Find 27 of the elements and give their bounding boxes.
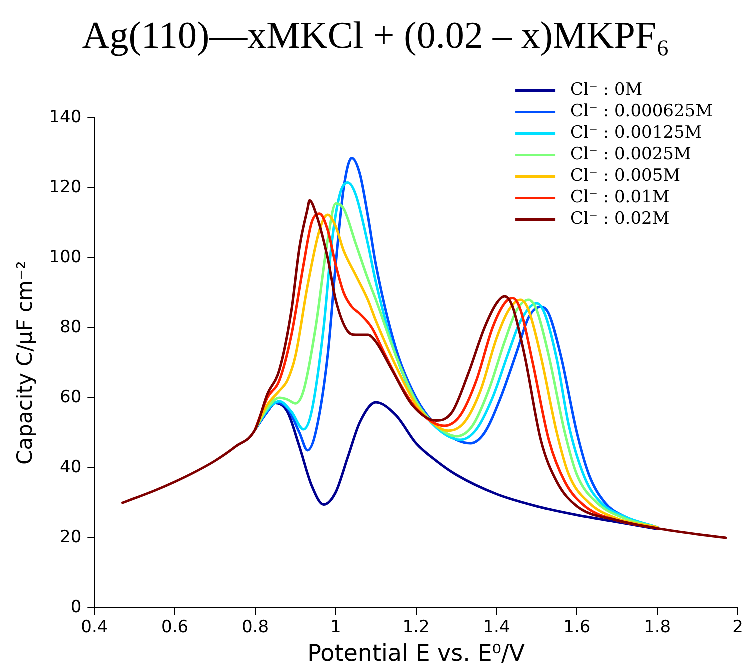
legend-label: Cl⁻ : 0.01M [570,188,670,208]
x-tick-label: 2 [732,618,744,638]
y-tick-label: 20 [60,527,82,548]
y-tick-label: 100 [49,247,82,268]
x-tick-label: 1.4 [483,618,510,638]
legend-label: Cl⁻ : 0M [570,80,643,100]
legend-label: Cl⁻ : 0.0025M [570,144,692,165]
x-tick-label: 1.6 [564,618,591,638]
legend-label: Cl⁻ : 0.000625M [570,102,714,122]
legend-label: Cl⁻ : 0.02M [570,209,670,230]
y-tick-label: 120 [49,177,82,198]
x-tick-label: 1.8 [644,618,672,638]
y-tick-label: 60 [60,387,82,408]
y-axis-title: Capacity C/μF cm⁻² [13,261,38,465]
chart-title: Ag(110)—xMKCl + (0.02 – x)MKPF₆ [81,14,671,59]
y-tick-label: 140 [49,107,82,128]
legend-label: Cl⁻ : 0.00125M [570,123,702,144]
x-tick-label: 0.6 [162,618,189,638]
x-tick-label: 1.2 [402,618,430,638]
y-tick-label: 40 [60,457,82,478]
x-axis-title: Potential E vs. E⁰/V [308,641,526,668]
x-tick-label: 0.4 [81,618,108,638]
x-tick-label: 0.8 [242,618,270,638]
y-tick-label: 80 [60,317,82,338]
y-tick-label: 0 [70,597,82,618]
legend-label: Cl⁻ : 0.005M [570,166,681,186]
x-tick-label: 1 [330,618,342,638]
